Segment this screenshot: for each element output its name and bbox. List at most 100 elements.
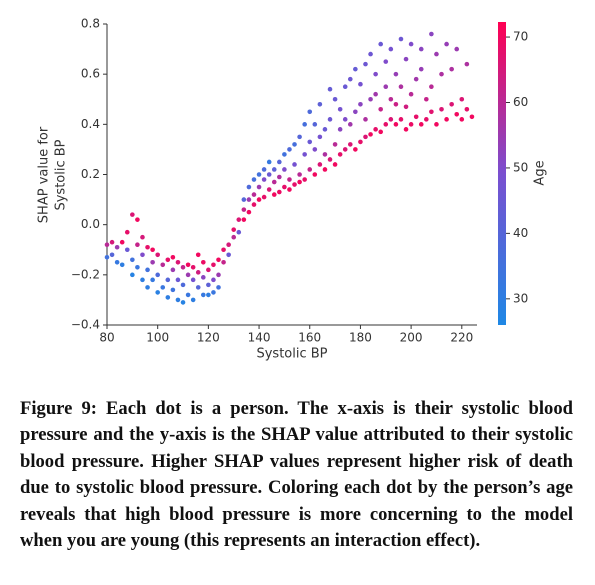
point xyxy=(408,91,414,97)
point xyxy=(429,31,434,37)
point xyxy=(292,142,297,147)
point xyxy=(292,162,297,167)
point xyxy=(195,270,201,275)
point xyxy=(307,109,313,115)
point xyxy=(322,152,328,157)
point xyxy=(201,275,206,280)
point xyxy=(226,252,231,258)
point xyxy=(332,162,338,167)
point xyxy=(358,81,363,87)
point xyxy=(150,259,155,265)
point xyxy=(403,56,409,62)
point xyxy=(327,86,333,92)
point xyxy=(256,184,262,190)
point xyxy=(261,194,267,200)
point xyxy=(140,252,145,258)
point xyxy=(185,272,191,278)
point xyxy=(266,187,272,192)
y-axis-label: SHAP value for xyxy=(37,126,52,223)
point xyxy=(261,167,267,172)
point xyxy=(150,247,155,253)
x-tick-label: 140 xyxy=(248,331,271,345)
x-tick-label: 100 xyxy=(146,331,169,345)
point xyxy=(271,179,277,185)
point xyxy=(104,242,110,248)
point xyxy=(241,207,247,212)
point xyxy=(464,61,470,67)
point xyxy=(206,267,211,273)
y-axis-label: Systolic BP xyxy=(54,139,69,210)
point xyxy=(195,285,201,290)
point xyxy=(337,127,343,132)
point xyxy=(130,257,135,263)
colorbar-tick-label: 60 xyxy=(513,95,528,109)
figure-caption: Figure 9: Each dot is a person. The x-ax… xyxy=(20,398,573,552)
point xyxy=(393,101,399,107)
point xyxy=(388,117,394,122)
point xyxy=(373,71,378,77)
point xyxy=(277,174,282,180)
point xyxy=(236,229,242,235)
point xyxy=(378,41,383,47)
point xyxy=(459,96,465,102)
point xyxy=(256,172,262,177)
point xyxy=(195,252,201,258)
point xyxy=(114,244,120,250)
point xyxy=(439,71,444,77)
point xyxy=(383,122,389,127)
point xyxy=(413,114,419,120)
point xyxy=(347,142,353,147)
point xyxy=(165,277,171,283)
point xyxy=(347,76,353,82)
point xyxy=(373,127,378,132)
point xyxy=(358,101,363,107)
point xyxy=(170,267,176,273)
point xyxy=(256,197,262,202)
point xyxy=(201,259,206,265)
point xyxy=(135,265,140,270)
point xyxy=(408,122,414,127)
y-tick-label: −0.4 xyxy=(71,318,100,332)
point xyxy=(327,157,333,162)
colorbar-tick-label: 40 xyxy=(513,226,528,240)
point xyxy=(114,259,120,265)
point xyxy=(124,247,130,253)
point xyxy=(337,106,343,112)
point xyxy=(124,229,130,235)
point xyxy=(342,84,348,90)
y-tick-label: 0.2 xyxy=(81,167,100,181)
point xyxy=(383,84,389,90)
point xyxy=(312,122,318,127)
point xyxy=(317,101,323,107)
point xyxy=(398,36,404,42)
point xyxy=(277,159,282,165)
point xyxy=(444,117,449,122)
point xyxy=(454,112,460,117)
point xyxy=(307,139,313,145)
point xyxy=(363,117,368,122)
point xyxy=(119,239,125,245)
point xyxy=(170,254,176,260)
point xyxy=(327,117,333,122)
point xyxy=(368,96,373,102)
point xyxy=(292,182,297,187)
point xyxy=(287,177,292,182)
point xyxy=(155,290,160,295)
point xyxy=(358,139,363,145)
point xyxy=(322,167,328,172)
point xyxy=(353,66,358,72)
colorbar-tick-label: 70 xyxy=(513,30,528,44)
point xyxy=(312,172,318,177)
point xyxy=(464,106,470,112)
y-tick-label: 0.4 xyxy=(81,117,100,131)
point xyxy=(368,132,373,137)
point xyxy=(429,84,434,90)
point xyxy=(317,134,323,140)
point xyxy=(221,259,226,265)
point xyxy=(190,297,196,303)
point xyxy=(271,192,277,197)
point xyxy=(236,217,242,222)
point xyxy=(261,177,267,182)
point xyxy=(444,41,449,47)
